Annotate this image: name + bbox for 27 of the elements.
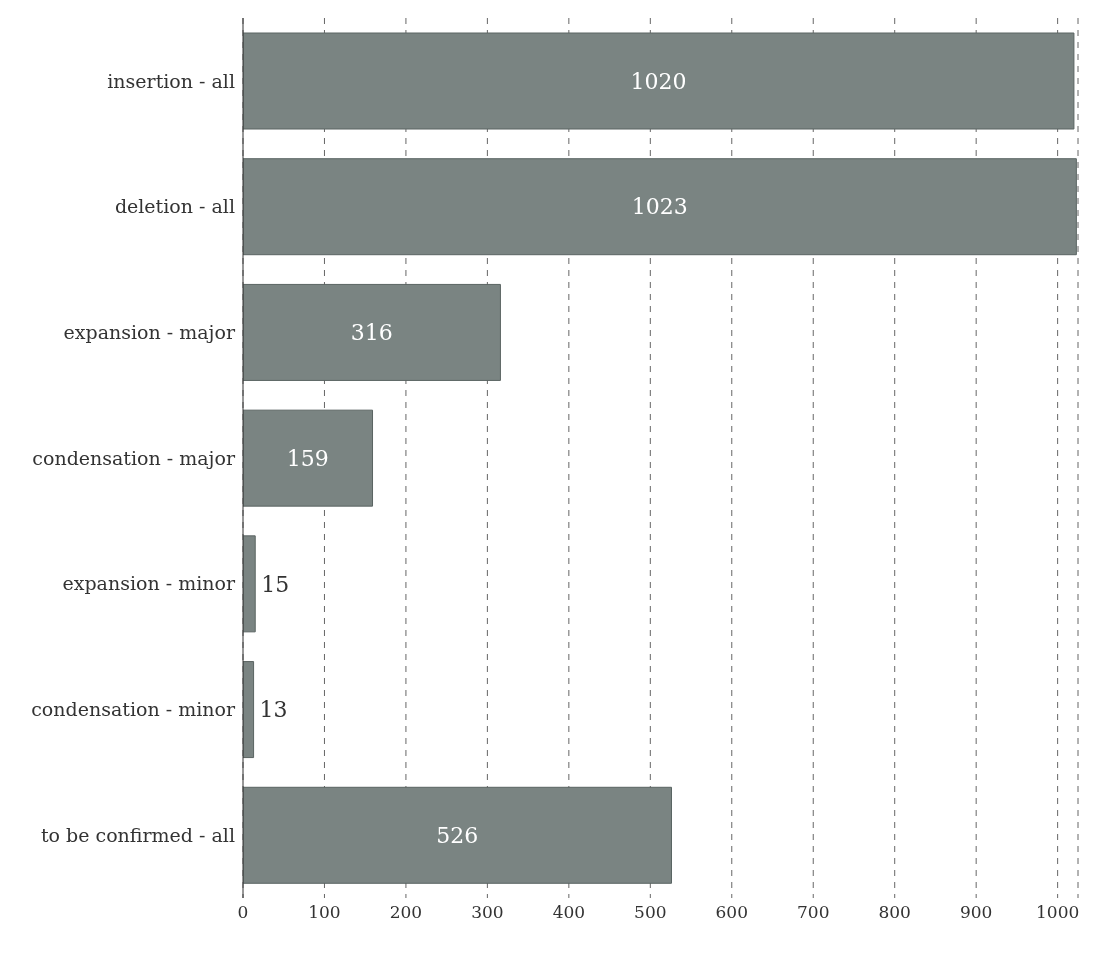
bar [243,661,255,759]
y-tick-label: condensation - major [32,446,236,469]
x-tick-label: 900 [959,902,993,923]
x-tick-label: 200 [389,902,423,923]
y-tick-label: deletion - all [114,195,235,218]
x-tick-label: 500 [634,902,667,923]
data-label: 1020 [630,68,687,94]
x-tick-label: 700 [797,902,830,923]
data-label: 1023 [631,194,688,220]
data-label: 15 [261,571,290,597]
x-tick-label: 600 [715,902,749,923]
y-tick-label: expansion - minor [62,572,236,595]
bar [243,535,256,633]
data-label: 159 [286,445,329,471]
x-tick-label: 100 [308,902,341,923]
y-tick-label: condensation - minor [31,698,236,721]
x-tick-label: 1000 [1036,902,1080,923]
x-tick-label: 300 [471,902,504,923]
y-tick-label: insertion - all [107,69,235,92]
x-tick-label: 400 [552,902,586,923]
x-tick-label: 0 [237,902,249,923]
data-label: 526 [436,822,479,848]
data-label: 316 [350,320,393,346]
y-tick-label: to be confirmed - all [40,823,235,846]
data-label: 13 [259,697,288,723]
y-tick-label: expansion - major [63,321,236,344]
x-tick-label: 800 [878,902,911,923]
